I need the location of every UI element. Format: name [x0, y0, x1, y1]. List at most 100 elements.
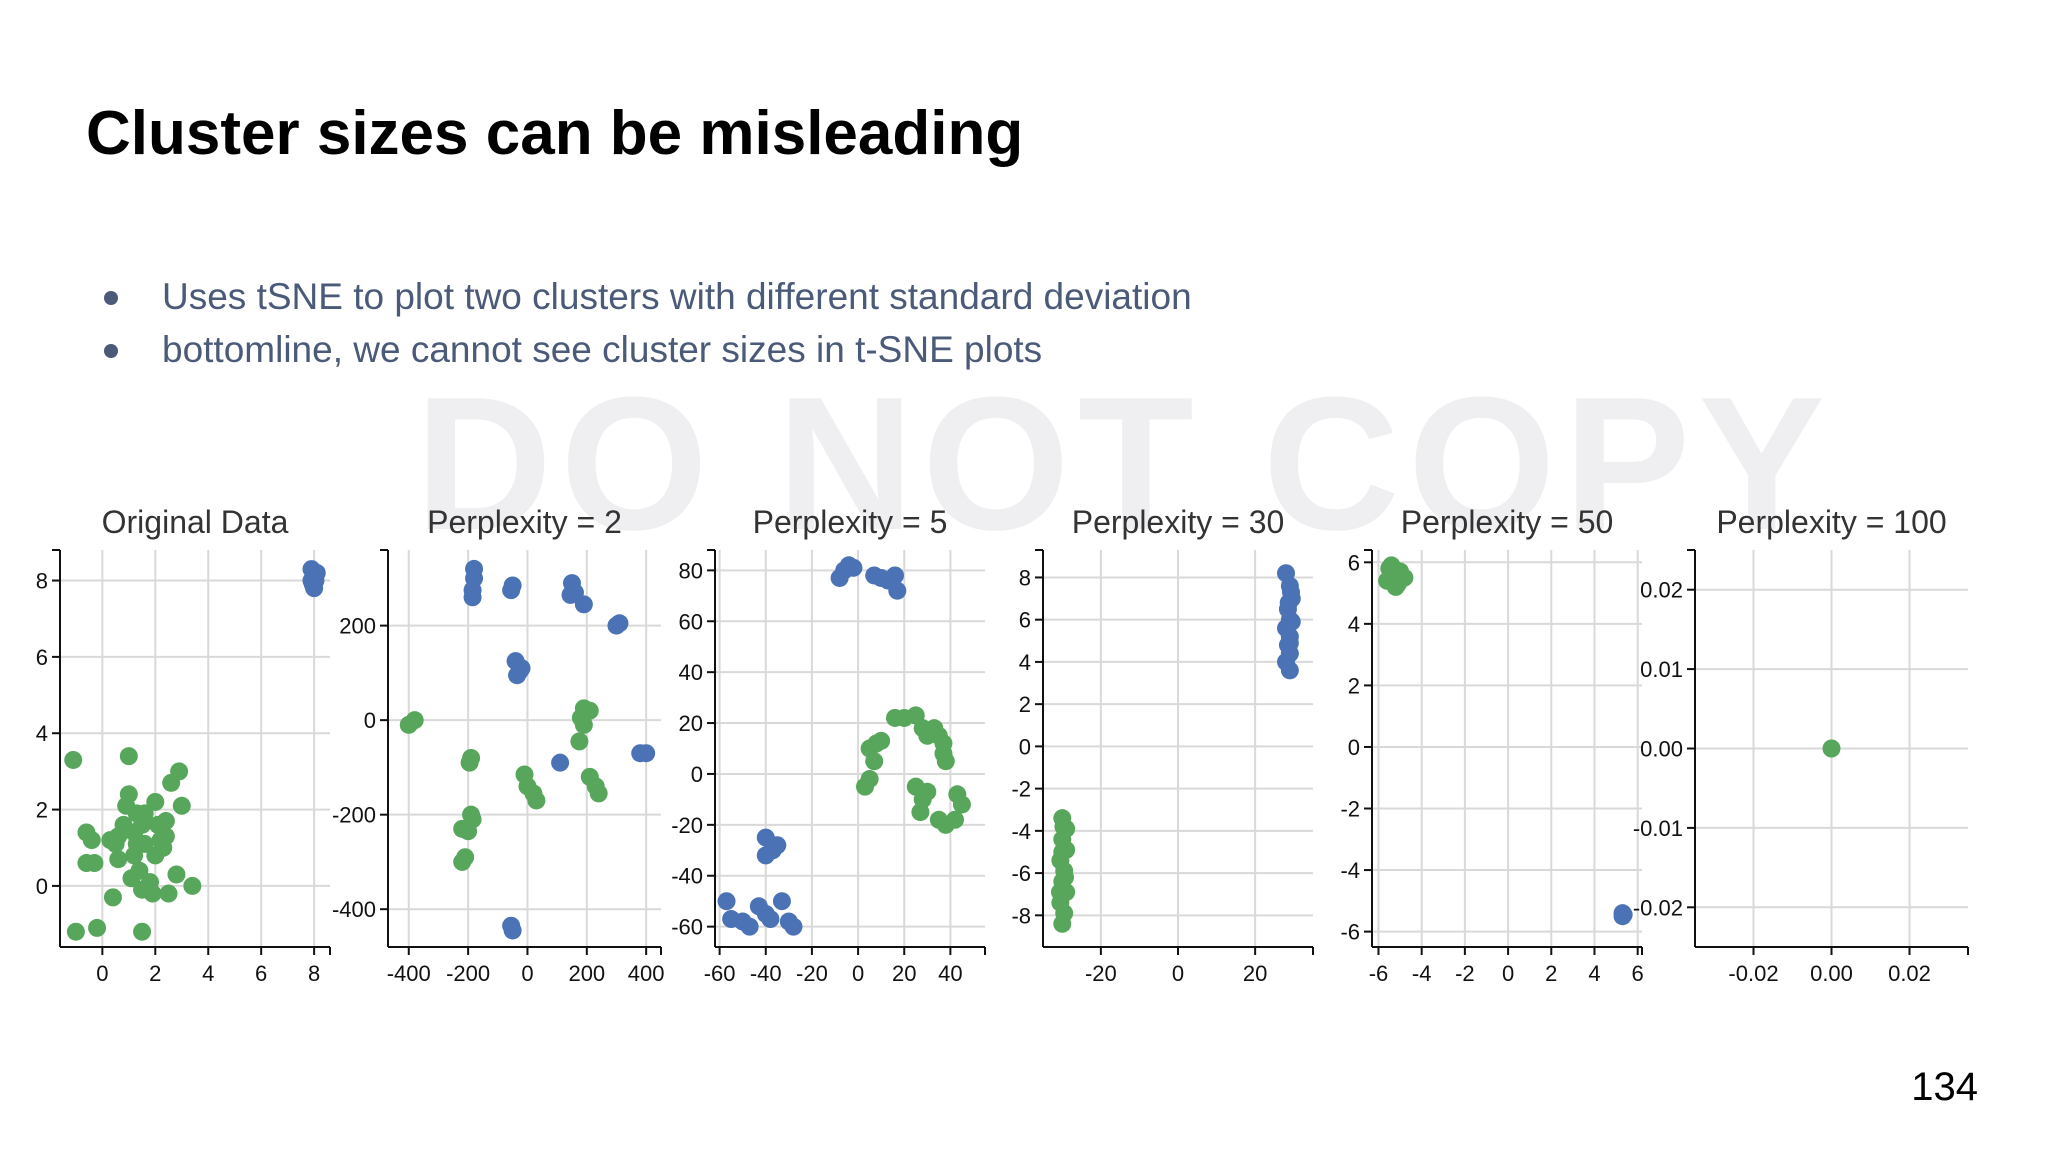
blue-point [756, 846, 775, 865]
y-tick-label: 8 [36, 569, 48, 594]
green-point [135, 834, 154, 853]
y-tick-label: 6 [1019, 608, 1031, 633]
x-tick-label: 200 [568, 961, 605, 986]
y-tick-label: 4 [1019, 650, 1031, 675]
y-tick-label: 0.00 [1640, 737, 1683, 762]
y-tick-label: 60 [679, 609, 703, 634]
green-point [119, 785, 138, 804]
y-tick-label: 0 [691, 762, 703, 787]
y-tick-label: 0 [1348, 735, 1360, 760]
green-point [82, 831, 101, 850]
y-tick-label: 6 [1348, 550, 1360, 575]
green-point [405, 711, 424, 730]
green-point [580, 701, 599, 720]
blue-point [574, 595, 593, 614]
green-point [146, 792, 165, 811]
x-tick-label: -20 [796, 961, 828, 986]
blue-point [784, 917, 803, 936]
scatter-panel: -0.02 0.00 0.02 -0.02 -0.01 0.00 0.01 0.02 Perpl… [1633, 504, 1969, 986]
y-tick-label: 0 [36, 874, 48, 899]
green-point [1054, 817, 1073, 836]
green-point [109, 850, 128, 869]
bullet-text: bottomline, we cannot see cluster sizes … [162, 329, 1043, 370]
bullet-text: Uses tSNE to plot two clusters with diff… [162, 276, 1192, 317]
y-tick-label: -60 [671, 915, 703, 940]
y-tick-label: 0 [1019, 734, 1031, 759]
x-tick-label: 2 [1545, 961, 1557, 986]
blue-point [1280, 661, 1299, 680]
bullet-item: Uses tSNE to plot two clusters with diff… [100, 270, 1192, 323]
green-point [88, 918, 107, 937]
x-tick-label: -6 [1369, 961, 1389, 986]
green-point [453, 852, 472, 871]
green-point [856, 777, 874, 796]
panel-title: Original Data [102, 504, 289, 540]
green-point [1382, 556, 1401, 575]
x-tick-label: -2 [1455, 961, 1475, 986]
x-tick-label: -0.02 [1728, 961, 1778, 986]
panel-title: Perplexity = 5 [753, 504, 948, 540]
y-tick-label: 4 [1348, 612, 1360, 637]
blue-point [503, 921, 522, 940]
blue-point [740, 917, 759, 936]
y-tick-label: -400 [332, 897, 376, 922]
y-tick-label: 8 [1019, 565, 1031, 590]
panel-title: Perplexity = 30 [1072, 504, 1285, 540]
blue-point [1280, 633, 1299, 652]
x-tick-label: -400 [387, 961, 431, 986]
y-tick-label: -8 [1011, 903, 1031, 928]
y-tick-label: -20 [671, 813, 703, 838]
green-point [64, 750, 83, 769]
green-point [143, 884, 162, 903]
green-point [463, 810, 482, 829]
scatter-panel: -60 -40 -20 0 20 40 -60 -40 -20 0 20 40 60 80 Perplexi… [671, 504, 986, 986]
bullet-dot-icon [104, 291, 118, 305]
y-tick-label: 40 [679, 660, 703, 685]
green-point [133, 922, 152, 941]
x-tick-label: 6 [1632, 961, 1644, 986]
y-tick-label: 0 [364, 708, 376, 733]
blue-point [888, 581, 907, 600]
green-point [159, 884, 178, 903]
panel-title: Perplexity = 50 [1401, 504, 1614, 540]
blue-point [768, 836, 787, 855]
green-point [1053, 842, 1072, 861]
bullet-list: Uses tSNE to plot two clusters with diff… [100, 270, 1192, 376]
green-point [130, 861, 149, 880]
green-point [1055, 868, 1074, 887]
green-point [77, 854, 96, 873]
blue-point [844, 558, 863, 577]
panel-title: Perplexity = 2 [427, 504, 622, 540]
x-tick-label: 0.00 [1810, 961, 1853, 986]
y-tick-label: 20 [679, 711, 703, 736]
y-tick-label: 2 [1348, 673, 1360, 698]
y-tick-label: 80 [679, 558, 703, 583]
blue-point [551, 753, 570, 772]
green-point [918, 782, 937, 801]
x-tick-label: 20 [892, 961, 916, 986]
green-point [135, 804, 154, 823]
y-tick-label: 200 [339, 614, 376, 639]
green-point [1822, 739, 1841, 758]
blue-point [306, 571, 325, 590]
green-point [183, 876, 202, 895]
green-point [872, 731, 891, 750]
blue-point [761, 910, 780, 929]
green-point [119, 747, 138, 766]
blue-point [637, 744, 656, 763]
x-tick-label: 2 [149, 961, 161, 986]
y-tick-label: 6 [36, 645, 48, 670]
x-tick-label: 6 [255, 961, 267, 986]
y-tick-label: -0.01 [1633, 816, 1683, 841]
blue-point [610, 614, 629, 633]
x-tick-label: 20 [1243, 961, 1267, 986]
green-point [172, 796, 191, 815]
blue-point [1282, 583, 1301, 602]
green-point [1388, 574, 1407, 593]
x-tick-label: 0 [1172, 961, 1184, 986]
y-tick-label: -2 [1011, 777, 1031, 802]
green-point [911, 803, 930, 822]
green-point [156, 812, 175, 831]
x-tick-label: -4 [1412, 961, 1432, 986]
green-point [462, 748, 481, 767]
